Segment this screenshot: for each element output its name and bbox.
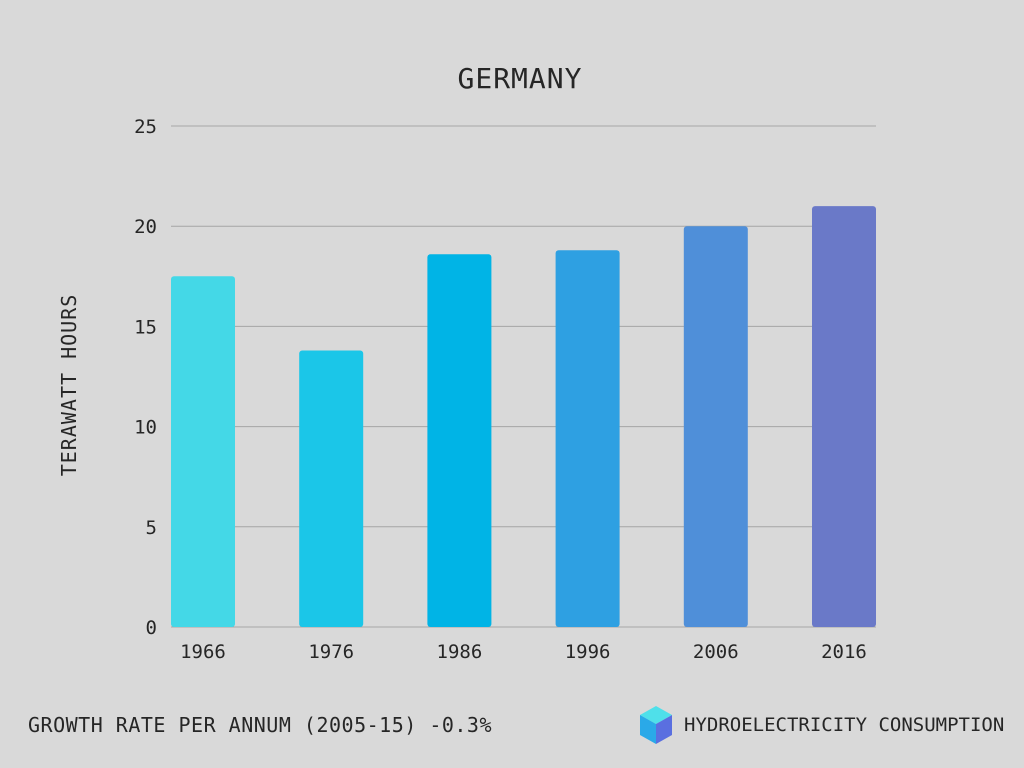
bar-1976 <box>299 350 364 627</box>
y-tick-label: 25 <box>134 116 157 138</box>
bar-2006 <box>683 226 748 627</box>
y-tick-label: 20 <box>134 216 157 238</box>
growth-rate-note: GROWTH RATE PER ANNUM (2005-15) -0.3% <box>28 713 493 737</box>
bar-2016 <box>812 206 876 627</box>
chart-title: GERMANY <box>457 62 582 95</box>
y-tick-label: 5 <box>146 517 157 539</box>
x-tick-label: 1986 <box>437 641 483 663</box>
bars <box>171 206 876 628</box>
x-tick-label: 1996 <box>565 641 611 663</box>
x-tick-label: 2016 <box>821 641 867 663</box>
y-axis-label: TERAWATT HOURS <box>57 294 81 477</box>
x-tick-label: 2006 <box>693 641 739 663</box>
bar-1996 <box>555 250 620 628</box>
y-axis-ticks: 0 5 10 15 20 25 <box>134 116 157 639</box>
bar-1966 <box>171 276 235 627</box>
y-tick-label: 15 <box>134 316 157 338</box>
cube-icon <box>640 706 672 744</box>
grid-lines <box>171 125 876 628</box>
bar-1986 <box>427 254 492 628</box>
legend: HYDROELECTRICITY CONSUMPTION <box>638 704 1004 746</box>
legend-label: HYDROELECTRICITY CONSUMPTION <box>684 714 1005 736</box>
x-tick-label: 1966 <box>180 641 226 663</box>
y-tick-label: 0 <box>146 617 157 639</box>
x-axis-ticks: 1966 1976 1986 1996 2006 2016 <box>180 641 867 663</box>
x-tick-label: 1976 <box>308 641 354 663</box>
y-tick-label: 10 <box>134 417 157 439</box>
